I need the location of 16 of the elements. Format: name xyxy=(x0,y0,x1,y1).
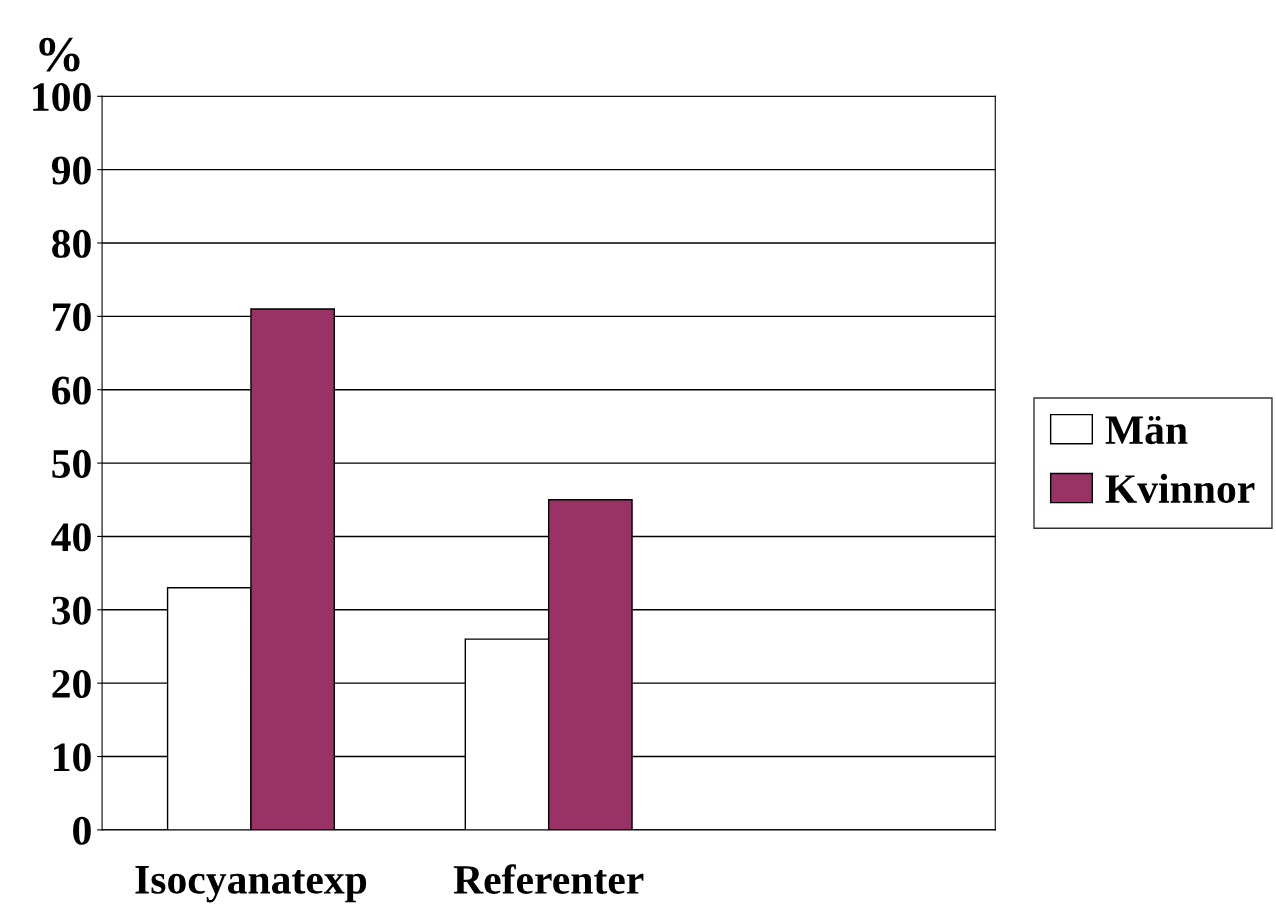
y-tick-label: 50 xyxy=(52,449,91,478)
x-tick-label: Referenter xyxy=(453,864,644,894)
y-tick-label: 40 xyxy=(51,523,91,552)
y-tick-label: 70 xyxy=(53,303,91,332)
x-tick-label: Isocyanatexp xyxy=(135,866,367,903)
y-tick-label: 30 xyxy=(52,596,91,625)
legend-label: Kvinnor xyxy=(1105,473,1255,504)
y-tick-label: 0 xyxy=(73,816,91,845)
y-tick-label: 10 xyxy=(54,743,91,772)
y-tick-label: 100 xyxy=(33,83,91,112)
y-tick-label: 20 xyxy=(52,669,91,699)
y-tick-label: 90 xyxy=(51,156,91,185)
y-tick-label: 60 xyxy=(52,376,91,405)
y-axis-title: % xyxy=(39,37,80,72)
legend-label: Män xyxy=(1105,415,1188,445)
y-tick-label: 80 xyxy=(52,229,91,258)
